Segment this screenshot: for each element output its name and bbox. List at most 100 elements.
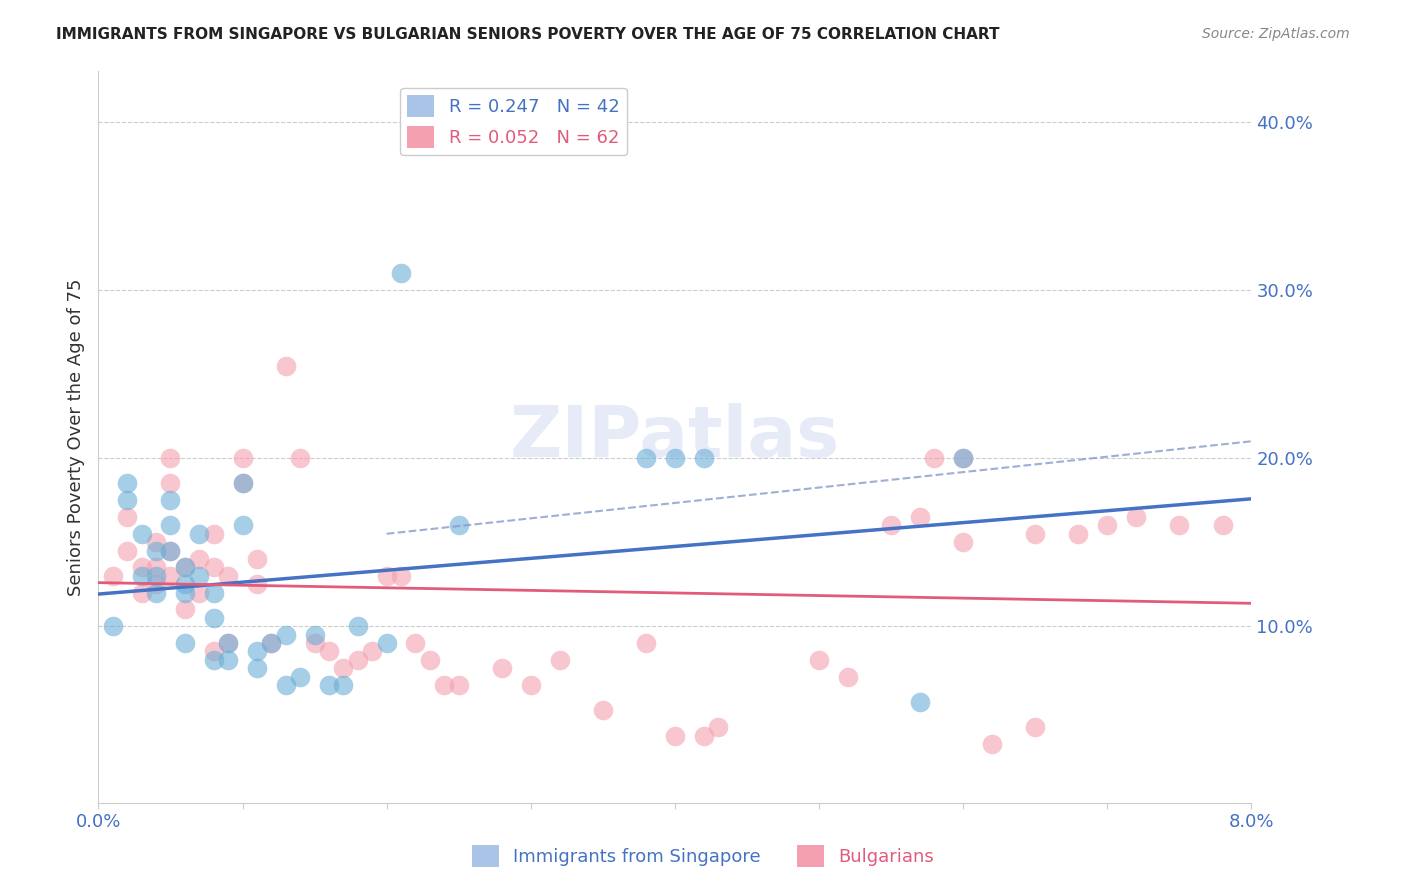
Legend: R = 0.247   N = 42, R = 0.052   N = 62: R = 0.247 N = 42, R = 0.052 N = 62 [401, 87, 627, 155]
Point [693, 451, 716, 466]
Point [908, 695, 931, 709]
Point [664, 451, 686, 466]
Point [145, 569, 167, 583]
Point [159, 451, 181, 466]
Point [375, 636, 398, 650]
Point [375, 569, 398, 583]
Point [636, 451, 658, 466]
Point [924, 451, 946, 466]
Point [332, 678, 354, 692]
Point [145, 560, 167, 574]
Point [274, 359, 297, 373]
Point [1067, 526, 1090, 541]
Point [117, 510, 139, 524]
Point [188, 526, 211, 541]
Point [1024, 720, 1046, 734]
Point [174, 577, 197, 591]
Point [101, 569, 124, 583]
Point [202, 585, 225, 599]
Point [246, 577, 269, 591]
Point [389, 569, 412, 583]
Point [332, 661, 354, 675]
Point [145, 535, 167, 549]
Point [274, 678, 297, 692]
Point [131, 569, 153, 583]
Point [246, 552, 269, 566]
Point [260, 636, 283, 650]
Point [159, 543, 181, 558]
Point [117, 476, 139, 491]
Legend: Immigrants from Singapore, Bulgarians: Immigrants from Singapore, Bulgarians [464, 838, 942, 874]
Point [304, 636, 326, 650]
Point [145, 585, 167, 599]
Point [807, 653, 830, 667]
Point [419, 653, 441, 667]
Point [246, 644, 269, 658]
Point [837, 670, 859, 684]
Point [636, 636, 658, 650]
Point [447, 518, 470, 533]
Point [145, 577, 167, 591]
Point [981, 737, 1004, 751]
Point [520, 678, 543, 692]
Point [908, 510, 931, 524]
Point [346, 653, 368, 667]
Point [246, 661, 269, 675]
Point [202, 611, 225, 625]
Point [491, 661, 513, 675]
Point [1125, 510, 1147, 524]
Point [1097, 518, 1119, 533]
Point [707, 720, 730, 734]
Point [188, 569, 211, 583]
Point [304, 627, 326, 641]
Point [202, 644, 225, 658]
Point [1168, 518, 1191, 533]
Point [217, 653, 239, 667]
Point [202, 560, 225, 574]
Point [389, 266, 412, 280]
Point [952, 451, 974, 466]
Point [952, 451, 974, 466]
Point [952, 535, 974, 549]
Text: ZIPatlas: ZIPatlas [510, 402, 839, 472]
Point [880, 518, 903, 533]
Point [159, 493, 181, 508]
Point [405, 636, 427, 650]
Point [1211, 518, 1234, 533]
Point [318, 644, 340, 658]
Point [145, 543, 167, 558]
Point [318, 678, 340, 692]
Point [664, 729, 686, 743]
Point [159, 543, 181, 558]
Text: IMMIGRANTS FROM SINGAPORE VS BULGARIAN SENIORS POVERTY OVER THE AGE OF 75 CORREL: IMMIGRANTS FROM SINGAPORE VS BULGARIAN S… [56, 27, 1000, 42]
Point [174, 602, 197, 616]
Point [231, 451, 254, 466]
Point [231, 518, 254, 533]
Point [117, 543, 139, 558]
Point [361, 644, 384, 658]
Point [202, 653, 225, 667]
Point [117, 493, 139, 508]
Point [101, 619, 124, 633]
Point [274, 627, 297, 641]
Point [592, 703, 614, 717]
Point [1024, 526, 1046, 541]
Y-axis label: Seniors Poverty Over the Age of 75: Seniors Poverty Over the Age of 75 [66, 278, 84, 596]
Point [693, 729, 716, 743]
Point [231, 476, 254, 491]
Point [131, 526, 153, 541]
Point [290, 670, 312, 684]
Point [217, 569, 239, 583]
Point [131, 585, 153, 599]
Point [174, 585, 197, 599]
Point [188, 552, 211, 566]
Point [447, 678, 470, 692]
Point [159, 518, 181, 533]
Point [217, 636, 239, 650]
Point [548, 653, 571, 667]
Text: Source: ZipAtlas.com: Source: ZipAtlas.com [1202, 27, 1350, 41]
Point [188, 585, 211, 599]
Point [159, 569, 181, 583]
Point [174, 560, 197, 574]
Point [159, 476, 181, 491]
